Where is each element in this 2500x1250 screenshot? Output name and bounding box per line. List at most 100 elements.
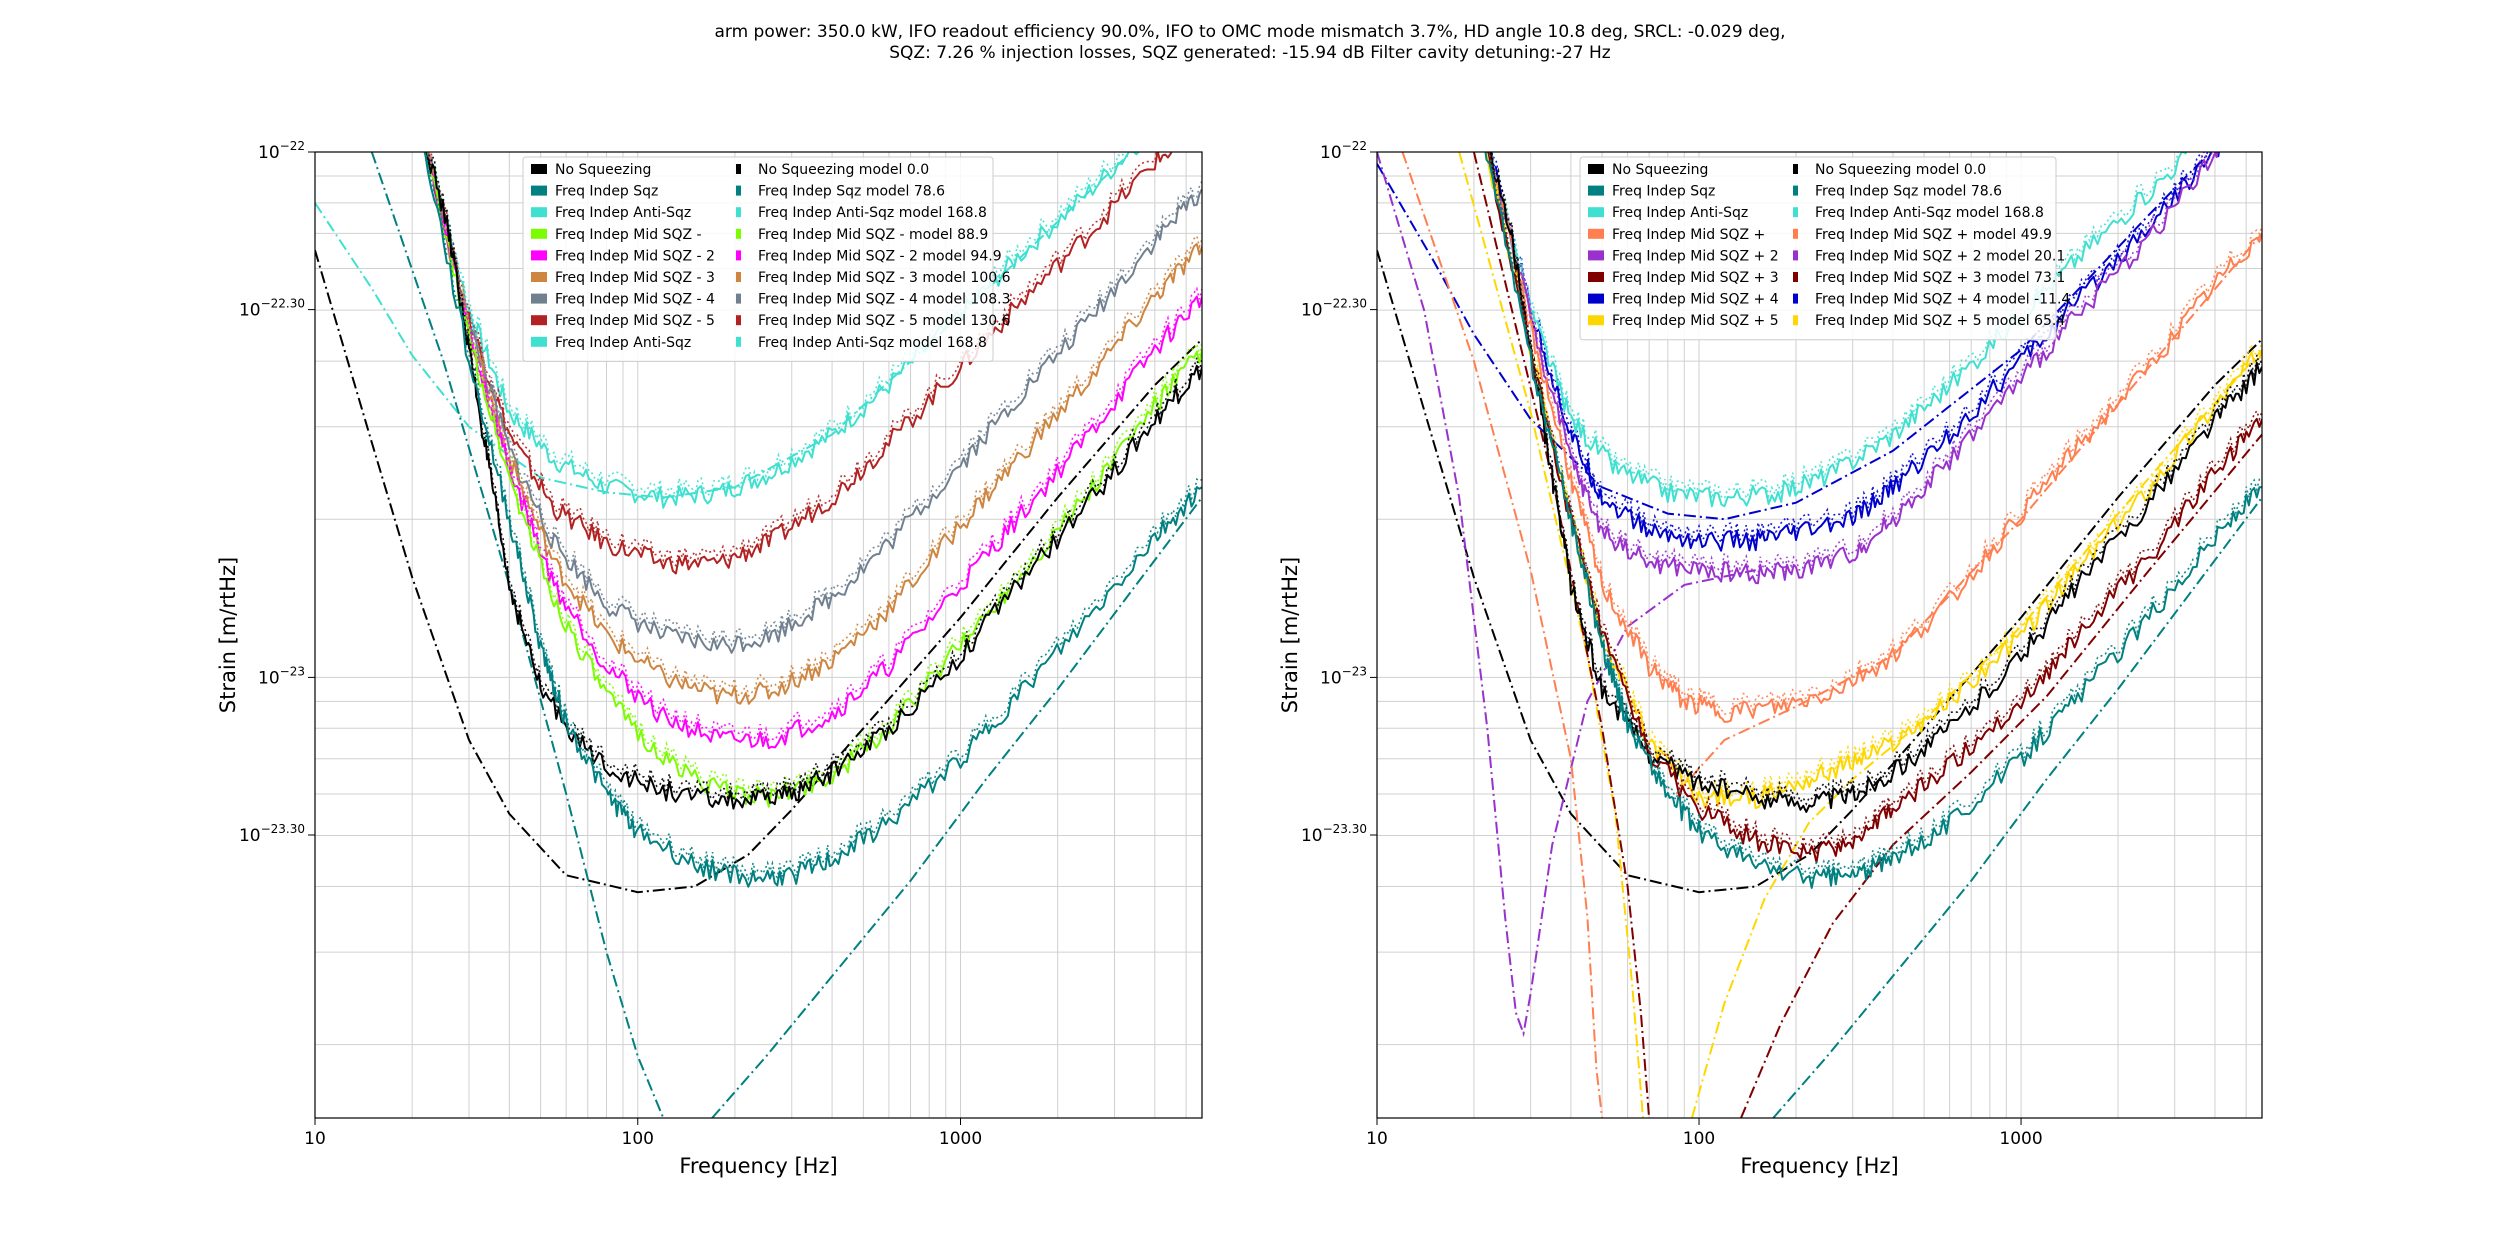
- legend-swatch: [1588, 293, 1604, 304]
- chart-panel-2: 10 100 1000 10−22 10−22.30 10−23 10−23.30 Frequ…: [1278, 139, 2263, 1178]
- legend-entry: Freq Indep Mid SQZ - 4 model 108.3: [758, 292, 1011, 308]
- chart-panel-1: 10 100 1000 10−22 10−22.30 10−23 10−23.30 Frequ…: [216, 139, 1203, 1178]
- plot-frame: [314, 151, 1203, 1119]
- legend-swatch: [1793, 207, 1798, 218]
- series-freq-indep-anti-sqz: [1489, 152, 2188, 508]
- series-freq-indep-mid-sqz: [1487, 152, 2262, 723]
- model-curve-freq-indep-mid-sqz-5-model-65-4-high-freq: [1690, 349, 2262, 1118]
- model-curve-freq-indep-mid-sqz-3-model-73-1-high-freq: [1740, 433, 2262, 1118]
- legend-swatch: [531, 228, 547, 239]
- legend-swatch: [736, 228, 741, 239]
- series-dotted-freq-indep-mid-sqz-3: [429, 152, 1202, 699]
- series-dotted-freq-indep-mid-sqz: [427, 152, 1202, 799]
- series-dotted-freq-indep-mid-sqz-4: [1491, 152, 2209, 546]
- x-tick-label: 100: [1683, 1129, 1715, 1149]
- legend-swatch: [736, 272, 741, 282]
- legend-entry: Freq Indep Mid SQZ + 4 model -11.4: [1815, 292, 2070, 308]
- curves: [315, 152, 1202, 1118]
- legend-swatch: [1793, 293, 1798, 304]
- legend-swatch: [531, 272, 547, 282]
- series-freq-indep-mid-sqz-5: [425, 152, 1173, 575]
- series-dotted-freq-indep-sqz: [1485, 152, 2262, 881]
- legend-swatch: [531, 315, 547, 326]
- y-tick-label: 10−23: [1320, 664, 1367, 688]
- legend-entry: No Squeezing: [555, 162, 651, 178]
- legend-swatch: [1793, 228, 1798, 239]
- model-curve-freq-indep-mid-sqz-2-model-20-1: [1377, 152, 1756, 1038]
- legend-swatch: [1588, 185, 1604, 196]
- legend-swatch: [736, 164, 741, 174]
- legend-swatch: [736, 315, 741, 326]
- model-curve-freq-indep-mid-sqz-5-model-65-4: [1458, 152, 1644, 1118]
- legend-entry: Freq Indep Mid SQZ - 3: [555, 270, 715, 286]
- curves: [1377, 152, 2262, 1118]
- legend-entry: Freq Indep Sqz model 78.6: [1815, 184, 2002, 200]
- series-dotted-freq-indep-sqz: [425, 152, 1202, 882]
- y-tick-label: 10−22: [1320, 139, 1367, 163]
- legend-swatch: [1588, 250, 1604, 261]
- legend-entry: Freq Indep Mid SQZ + 3: [1612, 270, 1779, 286]
- y-tick-label: 10−22.30: [239, 297, 305, 321]
- legend-swatch: [736, 250, 741, 261]
- legend-swatch: [531, 293, 547, 304]
- legend-swatch: [736, 185, 741, 196]
- model-curve-freq-indep-sqz-model-78-6: [1772, 496, 2262, 1118]
- series-freq-indep-mid-sqz-2: [1488, 152, 2219, 585]
- legend-entry: Freq Indep Mid SQZ + model 49.9: [1815, 227, 2052, 243]
- legend-swatch: [736, 293, 741, 304]
- legend-entry: Freq Indep Mid SQZ - 2: [555, 248, 715, 264]
- y-axis-label: Strain [m/rtHz]: [1278, 557, 1302, 714]
- legend-entry: Freq Indep Mid SQZ - 4: [555, 292, 715, 308]
- legend: No Squeezing Freq Indep Sqz Freq Indep Ant…: [1579, 156, 2070, 341]
- legend-entry: Freq Indep Mid SQZ - 5: [555, 313, 715, 329]
- legend-entry: Freq Indep Mid SQZ + 2: [1612, 248, 1779, 264]
- legend-swatch: [1588, 207, 1604, 218]
- model-curve-no-squeezing-model-0-0: [315, 250, 1202, 894]
- series-dotted-freq-indep-mid-sqz-4: [425, 152, 1202, 647]
- series-freq-indep-mid-sqz: [425, 152, 1202, 808]
- series-freq-indep-mid-sqz-2: [426, 152, 1202, 750]
- legend-entry: Freq Indep Mid SQZ + 2 model 20.1: [1815, 248, 2065, 264]
- legend-entry: Freq Indep Mid SQZ + 3 model 73.1: [1815, 270, 2065, 286]
- legend: No Squeezing Freq Indep Sqz Freq Indep Ant…: [522, 156, 1011, 362]
- legend-swatch: [1793, 185, 1798, 196]
- series-dotted-freq-indep-mid-sqz-2: [428, 152, 1202, 742]
- y-tick-label: 10−22: [258, 139, 305, 163]
- legend-swatch: [1588, 228, 1604, 239]
- legend-swatch: [531, 164, 547, 174]
- legend-entry: No Squeezing: [1612, 162, 1708, 178]
- series-freq-indep-anti-sqz: [426, 152, 1140, 509]
- legend-swatch: [1588, 272, 1604, 282]
- legend-entry: Freq Indep Anti-Sqz model 168.8: [758, 205, 987, 221]
- legend-entry: Freq Indep Mid SQZ + 4: [1612, 292, 1779, 308]
- legend-swatch: [1588, 164, 1604, 174]
- y-tick-label: 10−23.30: [239, 822, 305, 846]
- series-freq-indep-sqz: [423, 152, 1202, 888]
- legend-entry: Freq Indep Mid SQZ + 5: [1612, 313, 1779, 329]
- legend-entry: Freq Indep Mid SQZ + 5 model 65.4: [1815, 313, 2065, 329]
- legend-entry: Freq Indep Mid SQZ -: [555, 227, 702, 243]
- series-freq-indep-mid-sqz-4: [423, 152, 1202, 654]
- legend-swatch: [531, 207, 547, 218]
- legend-entry: Freq Indep Mid SQZ - 5 model 130.6: [758, 313, 1011, 329]
- x-tick-label: 1000: [1999, 1129, 2042, 1149]
- y-tick-label: 10−23.30: [1301, 822, 1367, 846]
- series-dotted-freq-indep-mid-sqz-2: [1489, 152, 2218, 577]
- series-freq-indep-mid-sqz-4: [1489, 152, 2226, 552]
- x-tick-label: 1000: [939, 1129, 982, 1149]
- legend-box: [1579, 156, 2057, 341]
- legend-entry: Freq Indep Anti-Sqz model 168.8: [758, 335, 987, 351]
- series-dotted-no-squeezing: [427, 152, 1202, 802]
- legend-swatch: [531, 185, 547, 196]
- series-dotted-freq-indep-anti-sqz: [428, 152, 1126, 503]
- series-freq-indep-sqz: [1484, 152, 2262, 889]
- legend-swatch: [531, 336, 547, 347]
- legend-swatch: [1793, 164, 1798, 174]
- legend-swatch: [1793, 250, 1798, 261]
- legend-entry: Freq Indep Mid SQZ +: [1612, 227, 1765, 243]
- legend-entry: Freq Indep Mid SQZ - model 88.9: [758, 227, 988, 243]
- model-curve-freq-indep-sqz-model-78-6: [370, 152, 665, 1118]
- x-tick-label: 10: [1366, 1129, 1388, 1149]
- model-curve-freq-indep-mid-sqz-3-model-73-1: [1472, 152, 1651, 1118]
